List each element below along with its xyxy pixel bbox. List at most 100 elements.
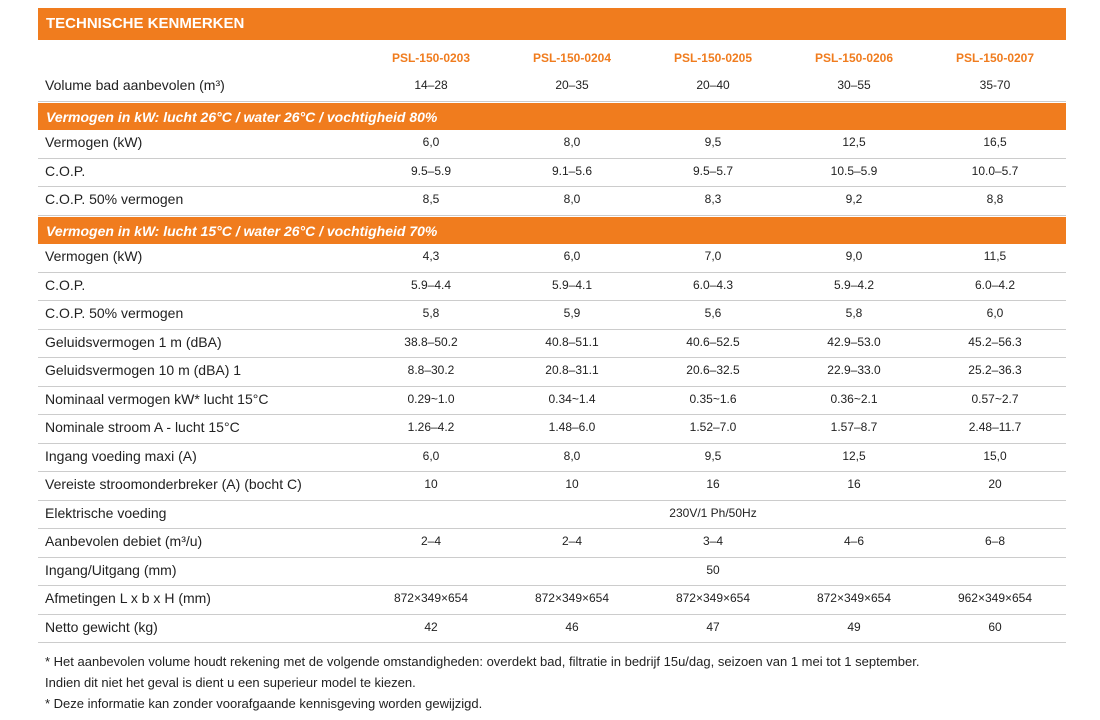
cell: 0.36~2.1 (830, 391, 878, 406)
cell: 10.5–5.9 (830, 163, 878, 178)
row-label: Volume bad aanbevolen (m³) (45, 77, 225, 94)
cell: 9.5–5.7 (692, 163, 734, 178)
cell: 5,6 (704, 306, 722, 321)
cell: 6–8 (984, 534, 1006, 549)
cell: 10 (424, 477, 438, 492)
row-separator (38, 328, 1066, 330)
row-separator (38, 442, 1066, 444)
cell: 8,8 (986, 192, 1004, 207)
cell: 50 (706, 562, 720, 577)
cell: 42 (424, 619, 438, 634)
row-label: Vermogen (kW) (45, 134, 143, 151)
cell: 2–4 (561, 534, 583, 549)
cell: 16 (706, 477, 720, 492)
cell: 1.52–7.0 (689, 420, 737, 435)
row-label: Elektrische voeding (45, 504, 167, 521)
cell: 9,0 (845, 249, 863, 264)
cell: 9,2 (845, 192, 863, 207)
row-label: C.O.P. (45, 162, 86, 179)
cell: 20 (988, 477, 1002, 492)
cell: 5,8 (845, 306, 863, 321)
cell: 6,0 (563, 249, 581, 264)
cell: 6.0–4.3 (692, 277, 734, 292)
cell: 962×349×654 (957, 591, 1033, 606)
cell: 40.6–52.5 (686, 334, 740, 349)
column-header: PSL-150-0204 (532, 51, 612, 65)
row-label: Geluidsvermogen 1 m (dBA) (45, 333, 222, 350)
cell: 46 (565, 619, 579, 634)
cell: 9,5 (704, 135, 722, 150)
cell: 12,5 (842, 448, 866, 463)
cell: 230V/1 Ph/50Hz (669, 505, 757, 520)
cell: 38.8–50.2 (404, 334, 458, 349)
cell: 4–6 (843, 534, 865, 549)
row-separator (38, 186, 1066, 187)
cell: 6,0 (422, 448, 440, 463)
column-header: PSL-150-0203 (391, 51, 471, 65)
row-separator (38, 585, 1066, 586)
row-separator (38, 157, 1066, 159)
cell: 6,0 (422, 135, 440, 150)
cell: 14–28 (414, 78, 448, 93)
cell: 7,0 (704, 249, 722, 264)
cell: 2.48–11.7 (968, 420, 1022, 435)
cell: 1.57–8.7 (830, 420, 878, 435)
cell: 60 (988, 619, 1002, 634)
cell: 30–55 (837, 78, 871, 93)
section-header: Vermogen in kW: lucht 15°C / water 26°C … (38, 216, 1066, 244)
row-label: Vermogen (kW) (45, 248, 143, 265)
cell: 9.5–5.9 (410, 163, 452, 178)
column-header: PSL-150-0205 (673, 51, 753, 65)
cell: 11,5 (983, 249, 1007, 264)
cell: 5,8 (422, 306, 440, 321)
row-separator (38, 414, 1066, 415)
cell: 20.6–32.5 (686, 363, 740, 378)
row-separator (38, 385, 1066, 387)
cell: 40.8–51.1 (545, 334, 599, 349)
row-label: Geluidsvermogen 10 m (dBA) 1 (45, 362, 242, 379)
row-label: Afmetingen L x b x H (mm) (45, 590, 211, 607)
cell: 0.29~1.0 (407, 391, 455, 406)
row-label: C.O.P. (45, 276, 86, 293)
cell: 8,0 (563, 448, 581, 463)
cell: 6.0–4.2 (974, 277, 1016, 292)
cell: 5,9 (563, 306, 581, 321)
row-separator (38, 642, 1066, 643)
cell: 1.48–6.0 (548, 420, 596, 435)
cell: 8,3 (704, 192, 722, 207)
cell: 9,5 (704, 448, 722, 463)
row-label: Vereiste stroomonderbreker (A) (bocht C) (45, 476, 302, 493)
cell: 5.9–4.1 (551, 277, 593, 292)
cell: 20.8–31.1 (545, 363, 599, 378)
cell: 2–4 (420, 534, 442, 549)
row-separator (38, 528, 1066, 529)
cell: 10 (565, 477, 579, 492)
column-header: PSL-150-0207 (955, 51, 1035, 65)
row-separator (38, 613, 1066, 615)
cell: 45.2–56.3 (968, 334, 1022, 349)
row-label: Ingang voeding maxi (A) (45, 447, 197, 464)
row-label: Nominale stroom A - lucht 15°C (45, 419, 240, 436)
cell: 8,0 (563, 135, 581, 150)
cell: 20–40 (696, 78, 730, 93)
row-separator (38, 357, 1066, 358)
cell: 6,0 (986, 306, 1004, 321)
row-separator (38, 499, 1066, 501)
cell: 1.26–4.2 (407, 420, 455, 435)
row-label: C.O.P. 50% vermogen (45, 305, 184, 322)
row-separator (38, 100, 1066, 102)
cell: 12,5 (842, 135, 866, 150)
cell: 4,3 (422, 249, 440, 264)
row-separator (38, 556, 1066, 558)
cell: 0.57~2.7 (971, 391, 1019, 406)
row-separator (38, 471, 1066, 472)
cell: 872×349×654 (393, 591, 469, 606)
row-label: Netto gewicht (kg) (45, 618, 158, 635)
footnote: * Deze informatie kan zonder voorafgaand… (45, 696, 483, 711)
cell: 872×349×654 (675, 591, 751, 606)
cell: 49 (847, 619, 861, 634)
column-header: PSL-150-0206 (814, 51, 894, 65)
cell: 9.1–5.6 (551, 163, 593, 178)
section-header: Vermogen in kW: lucht 26°C / water 26°C … (38, 102, 1066, 130)
